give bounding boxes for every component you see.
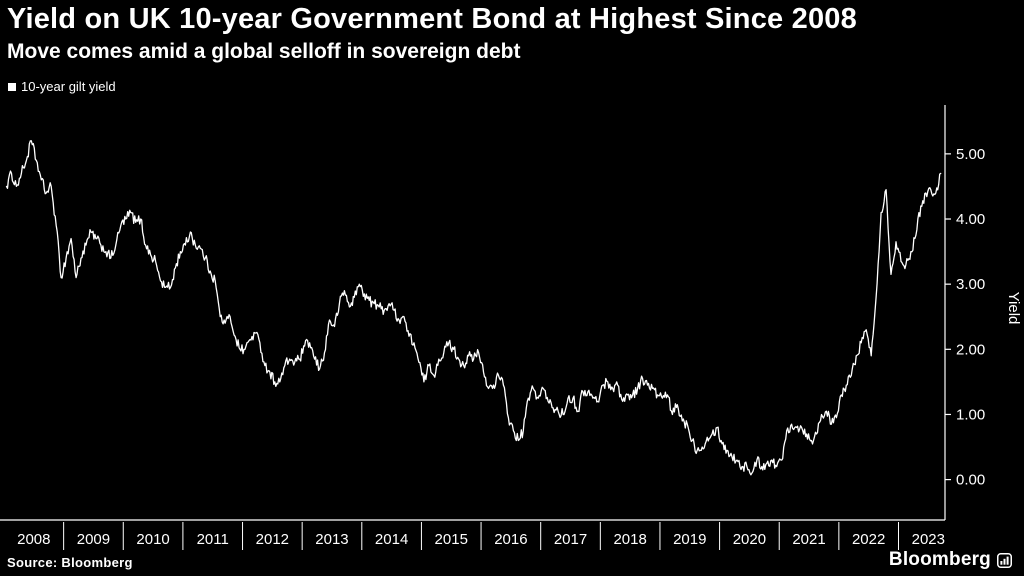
x-tick-label: 2016 bbox=[494, 531, 527, 548]
page-subtitle: Move comes amid a global selloff in sove… bbox=[7, 40, 521, 63]
x-tick-label: 2015 bbox=[435, 531, 468, 548]
bloomberg-logo-text: Bloomberg bbox=[888, 549, 991, 570]
y-tick-label: 3.00 bbox=[956, 276, 985, 293]
x-tick-label: 2020 bbox=[733, 531, 766, 548]
x-tick-label: 2023 bbox=[912, 531, 945, 548]
x-tick-label: 2009 bbox=[77, 531, 110, 548]
x-tick-label: 2017 bbox=[554, 531, 587, 548]
legend-marker-icon bbox=[8, 82, 16, 91]
x-tick-label: 2010 bbox=[136, 531, 169, 548]
x-axis-ticks: 2008 2009 2010 2011 2012 2013 2014 2015 2016 2017… bbox=[17, 522, 945, 550]
y-tick-label: 0.00 bbox=[956, 472, 985, 489]
bloomberg-logo: Bloomberg bbox=[889, 549, 1012, 571]
x-tick-label: 2011 bbox=[197, 531, 229, 548]
y-axis-title: Yield bbox=[1005, 292, 1022, 325]
x-tick-label: 2014 bbox=[375, 531, 408, 548]
x-tick-label: 2018 bbox=[613, 531, 646, 548]
x-tick-label: 2013 bbox=[315, 531, 348, 548]
gilt-yield-line bbox=[5, 140, 942, 476]
y-tick-label: 2.00 bbox=[956, 341, 985, 358]
y-tick-label: 1.00 bbox=[956, 406, 985, 423]
y-tick-label: 4.00 bbox=[956, 211, 985, 228]
x-tick-label: 2012 bbox=[256, 531, 289, 548]
legend-label: 10-year gilt yield bbox=[21, 79, 116, 94]
x-tick-label: 2022 bbox=[852, 531, 885, 548]
page-title: Yield on UK 10-year Government Bond at H… bbox=[7, 3, 857, 35]
x-tick-label: 2008 bbox=[17, 531, 50, 548]
source-label: Source: Bloomberg bbox=[7, 555, 133, 570]
x-tick-label: 2019 bbox=[673, 531, 706, 548]
y-axis-ticks: 5.00 4.00 3.00 2.00 1.00 0.00 bbox=[945, 146, 985, 489]
legend: 10-year gilt yield bbox=[8, 79, 116, 94]
x-tick-label: 2021 bbox=[792, 531, 825, 548]
bloomberg-chart-icon bbox=[997, 552, 1012, 568]
y-tick-label: 5.00 bbox=[956, 146, 985, 163]
